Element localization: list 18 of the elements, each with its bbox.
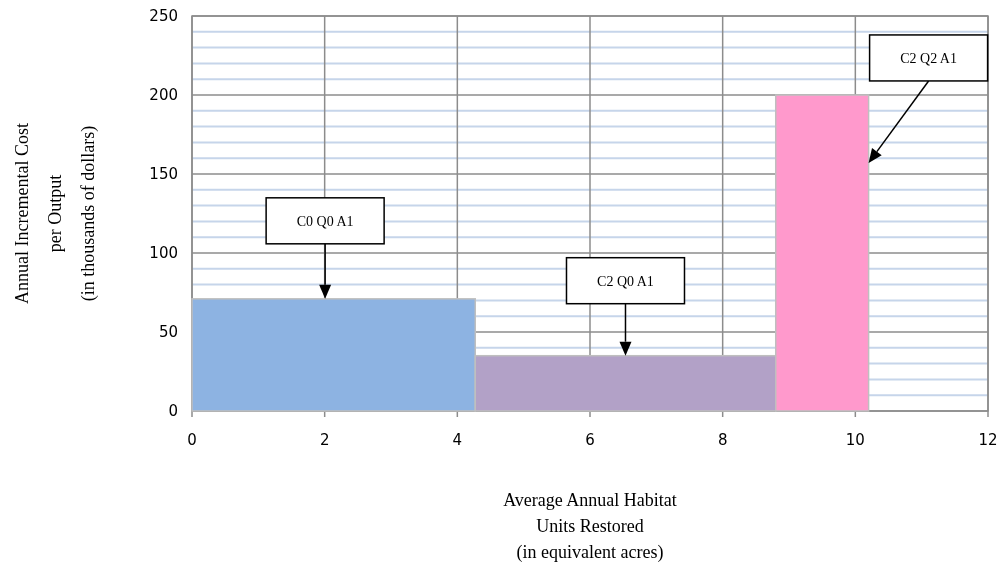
x-tick-label: 8 (717, 431, 728, 449)
y-tick-label: 150 (149, 165, 178, 183)
annotation: C0 Q0 A1 (296, 213, 354, 229)
annotation: C2 Q2 A1 (900, 50, 957, 66)
y-tick-label: 100 (149, 244, 178, 262)
y-tick-label: 50 (158, 323, 178, 341)
y-axis-title: Annual Incremental Cost per Output (in thousands of dollars) (12, 123, 99, 304)
annotation: C2 Q0 A1 (597, 273, 654, 289)
x-axis-title: Average Annual Habitat Units Restored (in equivalent acres) (503, 490, 677, 563)
x-tick-label: 2 (319, 431, 330, 449)
x-tick-label: 6 (585, 431, 595, 449)
y-tick-label: 250 (149, 7, 178, 25)
x-tick-label: 12 (978, 431, 998, 449)
x-tick-label: 0 (187, 431, 197, 449)
y-tick-label: 0 (168, 402, 178, 420)
x-tick-label: 4 (452, 431, 463, 449)
y-tick-label: 200 (149, 86, 178, 104)
x-tick-label: 10 (845, 431, 865, 449)
